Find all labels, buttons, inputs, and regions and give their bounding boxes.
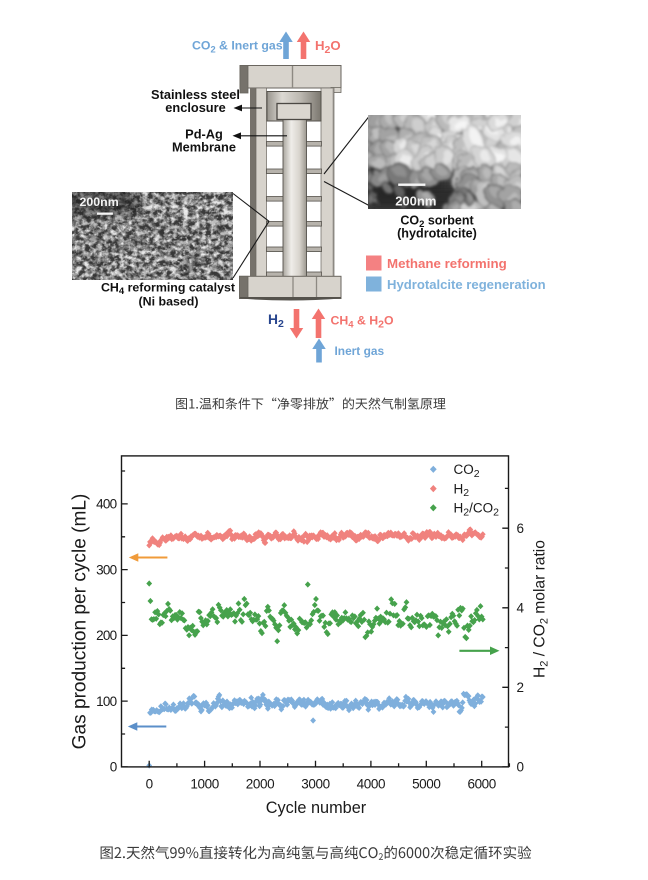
svg-text:enclosure: enclosure: [165, 100, 225, 115]
svg-text:0: 0: [146, 777, 153, 792]
svg-text:200: 200: [96, 628, 117, 643]
svg-text:H2O: H2O: [315, 38, 341, 56]
svg-text:CO2 sorbent: CO2 sorbent: [400, 214, 474, 231]
svg-text:0: 0: [110, 760, 117, 775]
svg-text:2: 2: [517, 680, 525, 695]
svg-text:5000: 5000: [412, 777, 440, 792]
svg-text:CH4 & H2O: CH4 & H2O: [331, 313, 395, 330]
svg-text:2000: 2000: [246, 777, 274, 792]
svg-text:CH4 reforming catalyst: CH4 reforming catalyst: [101, 281, 235, 298]
svg-text:CO2 & Inert gas: CO2 & Inert gas: [192, 39, 283, 55]
svg-text:1000: 1000: [190, 777, 218, 792]
svg-text:400: 400: [96, 497, 117, 512]
svg-text:(hydrotalcite): (hydrotalcite): [397, 227, 477, 241]
svg-text:H2: H2: [454, 481, 470, 499]
svg-text:H2 / CO2 molar ratio: H2 / CO2 molar ratio: [532, 540, 551, 678]
svg-text:H2: H2: [268, 312, 284, 330]
svg-text:4000: 4000: [357, 777, 385, 792]
svg-text:3000: 3000: [301, 777, 329, 792]
svg-text:Hydrotalcite regeneration: Hydrotalcite regeneration: [387, 277, 546, 292]
svg-text:Membrane: Membrane: [172, 140, 236, 155]
svg-text:300: 300: [96, 562, 117, 577]
svg-text:Methane reforming: Methane reforming: [387, 256, 507, 271]
svg-text:Cycle number: Cycle number: [266, 799, 367, 817]
svg-text:4: 4: [517, 601, 525, 616]
svg-text:Stainless steel: Stainless steel: [151, 87, 240, 102]
svg-text:200nm: 200nm: [395, 194, 436, 209]
svg-text:Gas production per cycle (mL): Gas production per cycle (mL): [70, 494, 91, 750]
svg-text:100: 100: [96, 694, 117, 709]
svg-text:0: 0: [517, 760, 525, 775]
svg-text:6000: 6000: [467, 777, 495, 792]
svg-text:Inert gas: Inert gas: [335, 344, 385, 358]
svg-text:Pd-Ag: Pd-Ag: [185, 127, 223, 142]
svg-text:(Ni based): (Ni based): [139, 295, 199, 309]
svg-text:200nm: 200nm: [80, 195, 119, 209]
svg-text:CO2: CO2: [454, 462, 480, 480]
svg-text:H2/CO2: H2/CO2: [454, 501, 500, 519]
svg-text:6: 6: [517, 521, 525, 536]
